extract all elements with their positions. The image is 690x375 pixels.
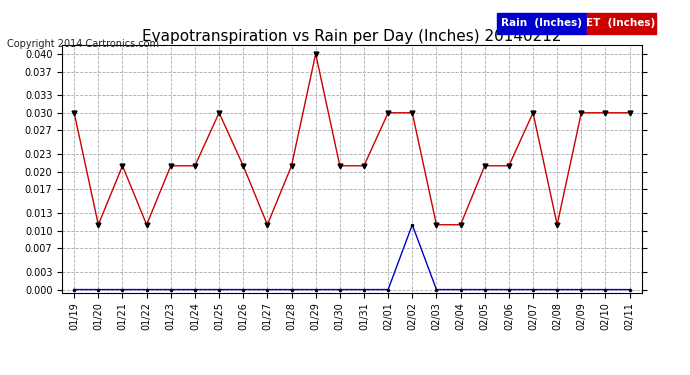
Title: Evapotranspiration vs Rain per Day (Inches) 20140212: Evapotranspiration vs Rain per Day (Inch… [142, 29, 562, 44]
Text: ET  (Inches): ET (Inches) [586, 18, 656, 28]
Text: Rain  (Inches): Rain (Inches) [501, 18, 582, 28]
Text: Copyright 2014 Cartronics.com: Copyright 2014 Cartronics.com [7, 39, 159, 50]
